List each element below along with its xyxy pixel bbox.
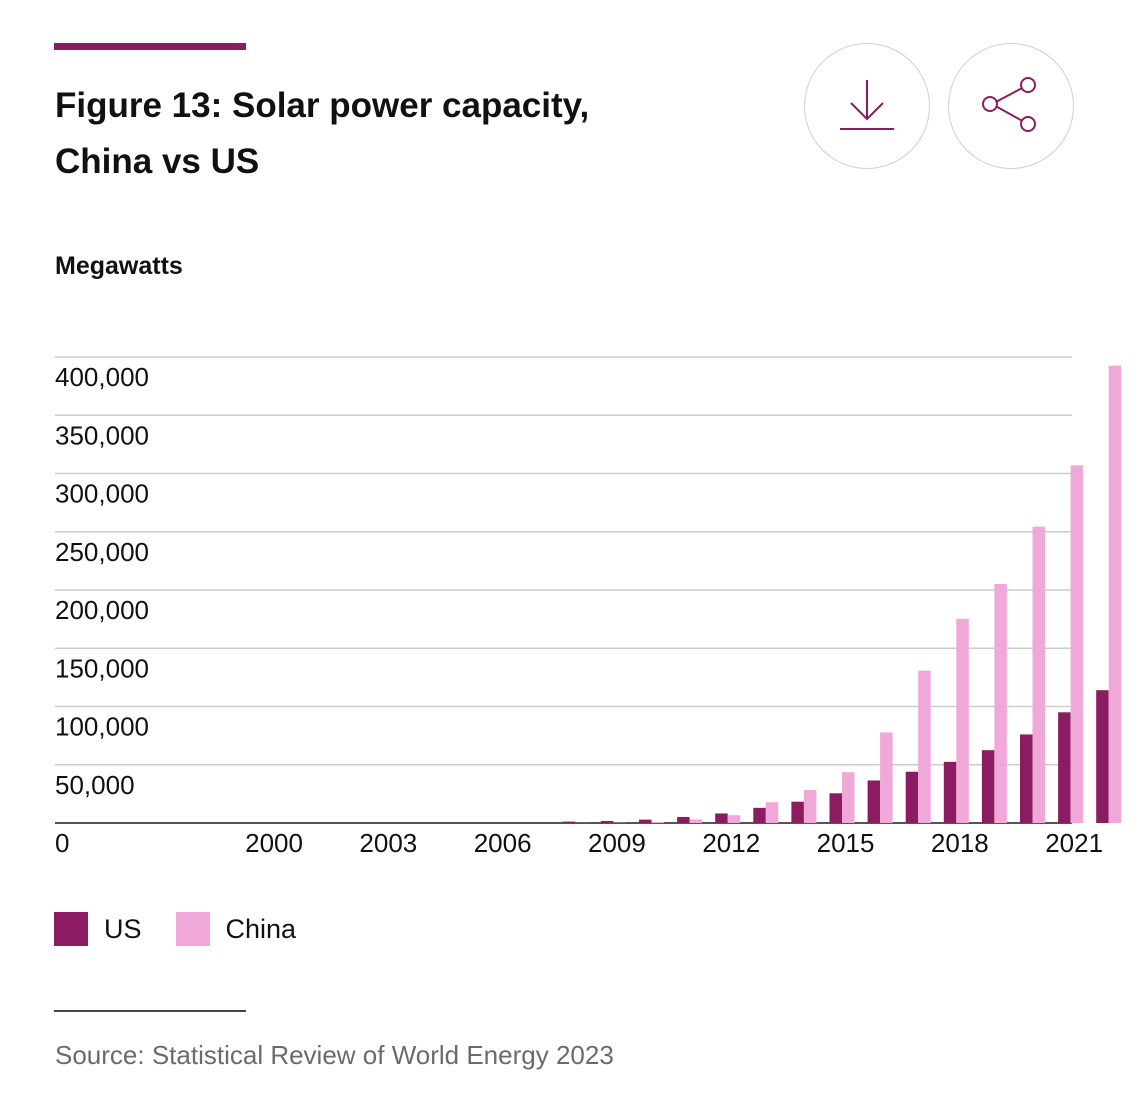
legend: US China [54,912,330,946]
legend-swatch-china [175,912,210,946]
x-tick-label: 2018 [931,828,989,858]
y-tick-label: 350,000 [55,420,149,450]
bar-china-2022 [1108,365,1122,823]
download-button[interactable] [804,43,930,169]
bar-us-2020 [1020,734,1033,823]
x-tick-label: 2021 [1045,828,1103,858]
y-tick-label: 0 [55,828,69,858]
bar-us-2013 [753,807,766,823]
x-tick-label: 2012 [702,828,760,858]
title-line-1: Figure 13: Solar power capacity, [55,86,590,125]
bar-china-2010 [651,821,664,823]
bar-china-2016 [880,732,893,823]
bar-us-2012 [715,813,728,823]
y-tick-label: 400,000 [55,362,149,392]
y-axis-unit-label: Megawatts [55,252,183,280]
bar-china-2011 [689,819,703,823]
y-tick-label: 100,000 [55,712,149,742]
download-icon [840,80,894,130]
bar-china-2014 [803,789,817,823]
bar-us-2021 [1058,712,1071,823]
bar-us-2015 [829,793,842,823]
bar-chart: 0 50,000 100,000 150,000 200,000 250,000 300,0… [55,356,1122,858]
bar-china-2012 [727,815,741,823]
bar-china-2015 [842,772,855,823]
legend-item-china: China [175,912,297,946]
share-icon [982,77,1036,132]
bar-china-2018 [956,618,969,823]
share-button[interactable] [948,43,1074,169]
y-tick-label: 250,000 [55,537,149,567]
bar-us-2011 [677,816,690,823]
legend-swatch-us [54,912,88,946]
bar-us-2022 [1096,690,1109,823]
legend-label-china: China [225,913,297,944]
source-text: Source: Statistical Review of World Ener… [55,1040,614,1070]
bar-us-2008 [562,821,576,823]
bar-china-2013 [765,802,779,823]
x-tick-label: 2006 [474,828,532,858]
bar-us-2010 [639,819,652,823]
bar-us-2018 [943,761,957,823]
x-tick-label: 2009 [588,828,646,858]
x-tick-label: 2015 [817,828,875,858]
title-line-2: China vs US [55,142,260,181]
x-tick-label: 2003 [359,828,417,858]
bar-us-2019 [981,750,995,823]
bar-china-2021 [1070,465,1084,823]
bar-china-2019 [994,583,1007,823]
bar-us-2014 [791,801,804,823]
bar-us-2009 [600,821,614,823]
bar-china-2017 [918,670,931,823]
bar-us-2016 [867,780,881,823]
y-tick-label: 50,000 [55,770,135,800]
legend-item-us: US [54,912,142,946]
source-divider [54,1010,246,1012]
bar-china-2020 [1032,526,1045,823]
y-tick-label: 300,000 [55,479,149,509]
x-tick-label: 2000 [245,828,303,858]
bar-us-2017 [905,771,919,823]
legend-label-us: US [104,913,142,944]
y-tick-label: 150,000 [55,653,149,683]
y-tick-label: 200,000 [55,595,149,625]
accent-bar [54,43,246,50]
figure-title: Figure 13: Solar power capacity, China v… [55,78,755,190]
